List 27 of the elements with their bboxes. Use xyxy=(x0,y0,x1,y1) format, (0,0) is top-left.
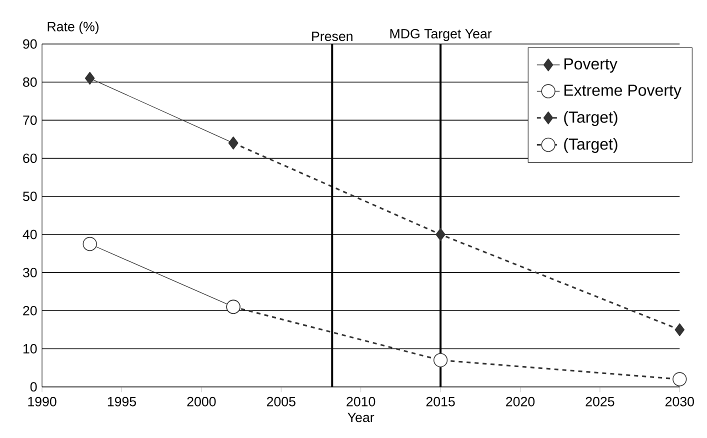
y-tick-label: 40 xyxy=(22,230,37,240)
y-tick-label: 70 xyxy=(23,116,37,126)
x-tick-label: 2030 xyxy=(665,397,694,407)
ref-line-label: Presen xyxy=(312,32,352,42)
ref-line-label: MDG Target Year xyxy=(390,29,492,42)
y-tick-label: 20 xyxy=(23,306,37,316)
y-tick-label: 90 xyxy=(23,40,37,49)
x-tick-label: 2025 xyxy=(586,397,614,407)
y-tick-label: 0 xyxy=(30,382,37,392)
x-tick-label: 1990 xyxy=(28,397,56,407)
x-axis-title: Year xyxy=(348,413,374,422)
legend-label: (Target) xyxy=(564,111,618,126)
y-tick-label: 80 xyxy=(23,78,37,88)
x-tick-label: 2020 xyxy=(506,397,535,407)
y-tick-label: 10 xyxy=(23,344,37,354)
legend-label: (Target) xyxy=(564,138,618,154)
x-tick-label: 2015 xyxy=(426,397,455,407)
x-tick-label: 1995 xyxy=(108,397,136,407)
x-tick-label: 2010 xyxy=(346,397,376,407)
y-tick-label: 50 xyxy=(23,192,37,202)
legend-label: Extreme Poverty xyxy=(564,84,682,100)
x-tick-label: 2000 xyxy=(187,397,216,407)
x-tick-label: 2005 xyxy=(266,397,296,407)
legend-label: Poverty xyxy=(564,58,618,73)
y-tick-label: 60 xyxy=(23,154,37,164)
y-tick-label: 30 xyxy=(22,268,37,278)
y-axis-title: Rate (%) xyxy=(48,22,99,34)
